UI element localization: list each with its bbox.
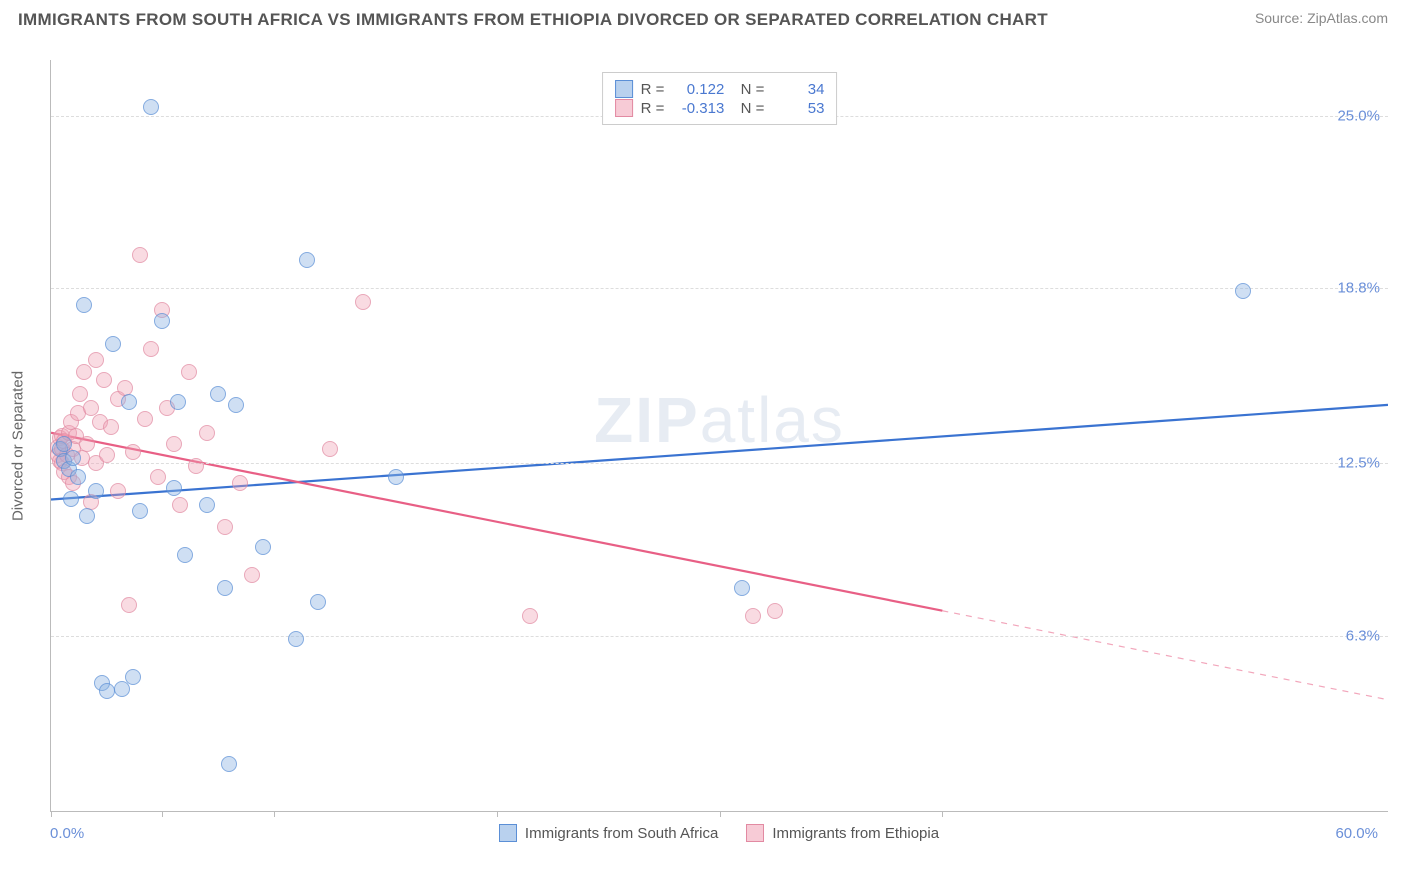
data-point <box>199 425 215 441</box>
n-value: 53 <box>772 100 824 117</box>
watermark: ZIPatlas <box>594 383 845 457</box>
data-point <box>154 313 170 329</box>
data-point <box>88 352 104 368</box>
data-point <box>166 436 182 452</box>
r-value: -0.313 <box>672 100 724 117</box>
data-point <box>79 436 95 452</box>
legend-series: Immigrants from South Africa Immigrants f… <box>50 824 1388 842</box>
chart-title: IMMIGRANTS FROM SOUTH AFRICA VS IMMIGRAN… <box>18 10 1048 30</box>
data-point <box>125 669 141 685</box>
data-point <box>170 394 186 410</box>
data-point <box>143 341 159 357</box>
data-point <box>172 497 188 513</box>
n-label: N = <box>732 81 764 98</box>
watermark-bold: ZIP <box>594 384 700 456</box>
r-label: R = <box>641 100 665 117</box>
data-point <box>228 397 244 413</box>
data-point <box>132 247 148 263</box>
data-point <box>99 447 115 463</box>
data-point <box>105 336 121 352</box>
plot-area: ZIPatlas R = 0.122 N = 34 R = -0.313 N = 53 6… <box>50 60 1388 812</box>
gridline <box>51 636 1388 637</box>
legend-item: Immigrants from Ethiopia <box>746 824 939 842</box>
x-tick <box>274 811 275 817</box>
r-value: 0.122 <box>672 81 724 98</box>
data-point <box>79 508 95 524</box>
legend-stats-box: R = 0.122 N = 34 R = -0.313 N = 53 <box>602 72 838 125</box>
data-point <box>244 567 260 583</box>
data-point <box>217 519 233 535</box>
legend-stat-row: R = -0.313 N = 53 <box>615 99 825 117</box>
data-point <box>121 394 137 410</box>
legend-item: Immigrants from South Africa <box>499 824 718 842</box>
gridline <box>51 288 1388 289</box>
chart-area: Divorced or Separated ZIPatlas R =0.122 … <box>50 50 1388 842</box>
y-tick-label: 25.0% <box>1337 107 1380 124</box>
legend-swatch <box>499 824 517 842</box>
x-tick <box>720 811 721 817</box>
data-point <box>132 503 148 519</box>
data-point <box>767 603 783 619</box>
data-point <box>388 469 404 485</box>
gridline <box>51 463 1388 464</box>
legend-swatch <box>615 99 633 117</box>
data-point <box>734 580 750 596</box>
data-point <box>88 483 104 499</box>
data-point <box>322 441 338 457</box>
x-tick <box>942 811 943 817</box>
y-tick-label: 18.8% <box>1337 280 1380 297</box>
legend-stat-row: R = 0.122 N = 34 <box>615 80 825 98</box>
data-point <box>103 419 119 435</box>
data-point <box>299 252 315 268</box>
data-point <box>188 458 204 474</box>
data-point <box>150 469 166 485</box>
data-point <box>110 483 126 499</box>
data-point <box>745 608 761 624</box>
data-point <box>522 608 538 624</box>
data-point <box>99 683 115 699</box>
x-tick <box>162 811 163 817</box>
data-point <box>255 539 271 555</box>
r-label: R = <box>641 81 665 98</box>
data-point <box>121 597 137 613</box>
data-point <box>143 99 159 115</box>
data-point <box>76 297 92 313</box>
data-point <box>232 475 248 491</box>
data-point <box>177 547 193 563</box>
data-point <box>70 469 86 485</box>
legend-label: Immigrants from Ethiopia <box>772 825 939 842</box>
source-label: Source: ZipAtlas.com <box>1255 10 1388 26</box>
x-tick <box>51 811 52 817</box>
data-point <box>210 386 226 402</box>
data-point <box>1235 283 1251 299</box>
n-value: 34 <box>772 81 824 98</box>
data-point <box>288 631 304 647</box>
watermark-thin: atlas <box>700 384 845 456</box>
data-point <box>125 444 141 460</box>
data-point <box>199 497 215 513</box>
trend-lines <box>51 60 1388 811</box>
data-point <box>221 756 237 772</box>
data-point <box>181 364 197 380</box>
data-point <box>63 491 79 507</box>
data-point <box>137 411 153 427</box>
y-axis-label: Divorced or Separated <box>10 371 27 521</box>
data-point <box>217 580 233 596</box>
y-tick-label: 6.3% <box>1346 627 1380 644</box>
data-point <box>72 386 88 402</box>
n-label: N = <box>732 100 764 117</box>
legend-swatch <box>746 824 764 842</box>
data-point <box>166 480 182 496</box>
legend-swatch <box>615 80 633 98</box>
x-tick <box>497 811 498 817</box>
y-tick-label: 12.5% <box>1337 455 1380 472</box>
data-point <box>96 372 112 388</box>
data-point <box>65 450 81 466</box>
data-point <box>355 294 371 310</box>
data-point <box>310 594 326 610</box>
legend-label: Immigrants from South Africa <box>525 825 718 842</box>
